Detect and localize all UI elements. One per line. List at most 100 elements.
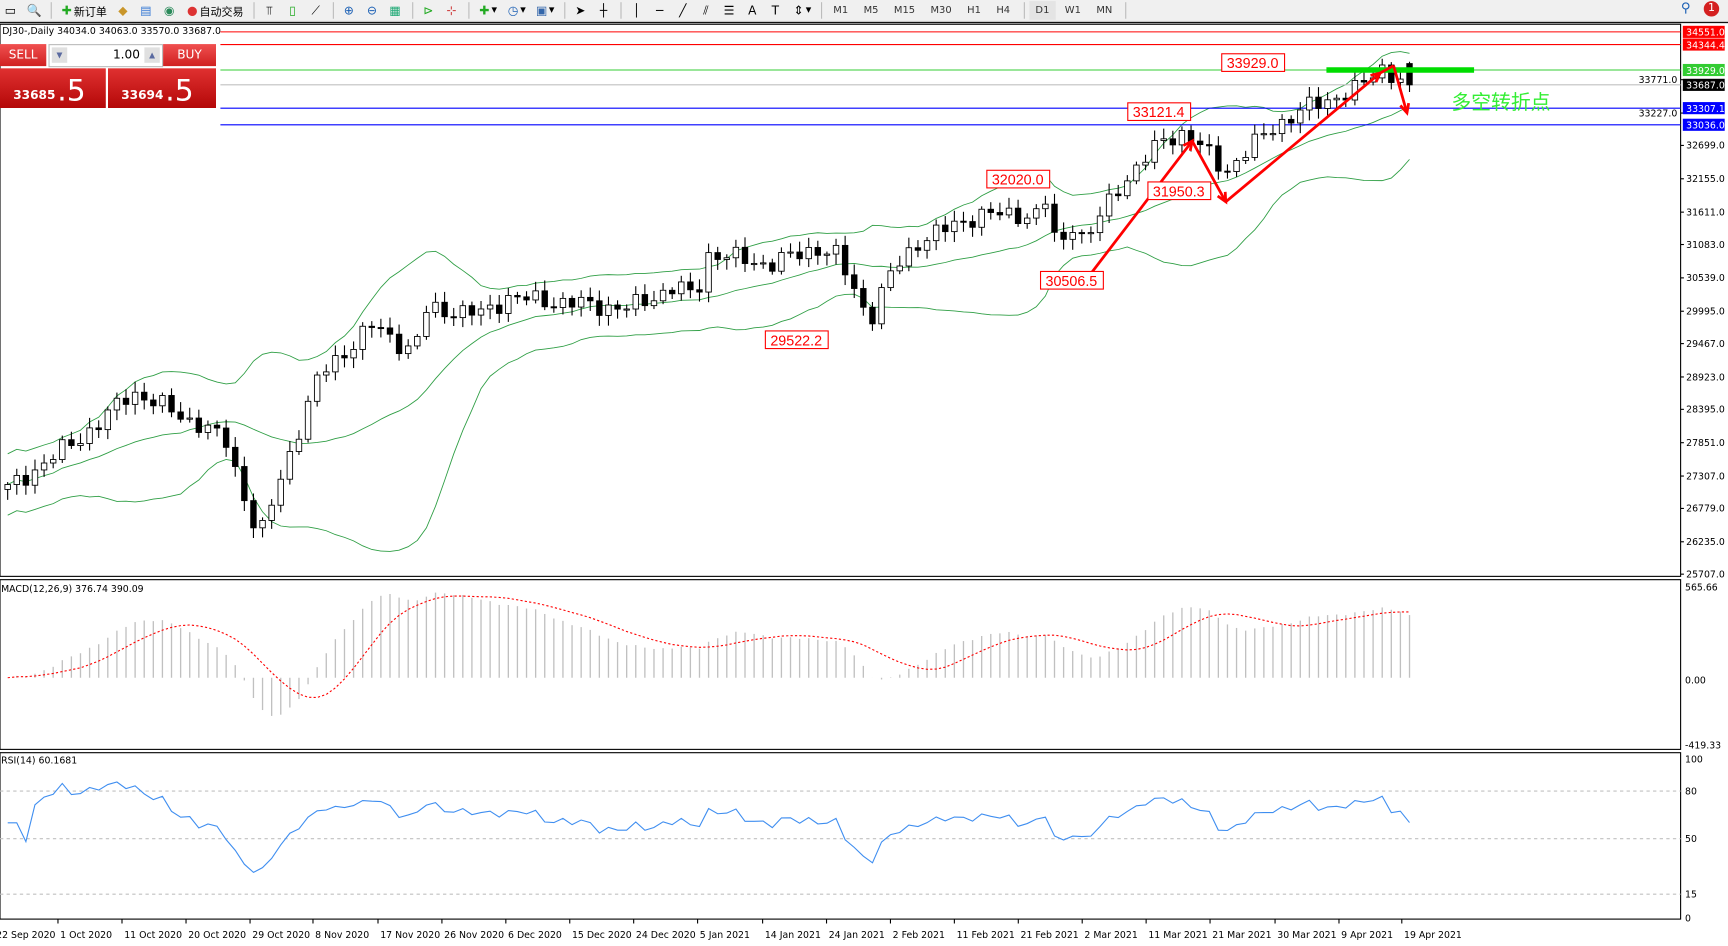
price-level-label: 33036.0 <box>1686 121 1725 132</box>
timeframe-m15[interactable]: M15 <box>893 4 916 16</box>
candle-body <box>1115 193 1122 197</box>
candle-body <box>914 247 922 251</box>
buy-button[interactable]: BUY <box>163 44 216 67</box>
candle-body <box>1242 157 1249 161</box>
candle-body <box>141 391 148 401</box>
text-button[interactable]: A <box>742 1 763 20</box>
notification-badge[interactable]: 1 <box>1703 1 1720 17</box>
candle-body <box>559 297 567 308</box>
lot-decrease-button[interactable]: ▼ <box>51 47 68 63</box>
signals-button[interactable]: ◉ <box>159 1 180 20</box>
candle-body <box>1206 144 1213 147</box>
candle-body <box>905 247 913 267</box>
candle-body <box>1060 231 1067 240</box>
timeframe-h4[interactable]: H4 <box>996 4 1011 16</box>
buy-price-button[interactable]: 33694 .5 <box>107 68 216 108</box>
arrows-button[interactable]: ⇕ ▾ <box>788 1 814 20</box>
price-annotation: 33929.0 <box>1227 56 1279 72</box>
price-tick-label: 26779.0 <box>1686 504 1725 515</box>
rsi-tick-label: 0 <box>1685 913 1691 924</box>
auto-trading-button[interactable]: ● 自动交易 <box>182 1 247 20</box>
candlestick-button[interactable]: ▯ <box>282 1 303 20</box>
price-level-label: 34551.0 <box>1686 28 1725 39</box>
candle-body <box>832 244 840 255</box>
candle-body <box>532 290 539 301</box>
candle-body <box>1224 170 1231 173</box>
timeframe-w1[interactable]: W1 <box>1064 4 1081 16</box>
candle-body <box>1306 96 1313 111</box>
price-plot: 多空转折点 33929.0 33121.4 32020.0 31950.3 30506.5… <box>4 31 1681 552</box>
profiles-button[interactable]: ▭ <box>0 1 21 20</box>
price-level-label: 33687.0 <box>1686 81 1725 92</box>
zoom-out-button[interactable]: ⊖ <box>361 1 382 20</box>
timeframe-m30[interactable]: M30 <box>930 4 952 16</box>
timeframe-m5[interactable]: M5 <box>863 4 879 16</box>
crosshair-button[interactable]: ┼ <box>593 1 614 20</box>
new-order-button[interactable]: ✚ 新订单 <box>56 1 110 20</box>
candle-body <box>1178 130 1186 146</box>
periods-button[interactable]: ◷ ▾ <box>507 3 526 18</box>
candle-body <box>104 409 111 431</box>
timeframe-h1[interactable]: H1 <box>967 4 981 16</box>
zoom-in-button[interactable]: ⊕ <box>338 1 359 20</box>
candle-body <box>805 247 812 260</box>
timeframe-mn[interactable]: MN <box>1096 4 1113 16</box>
price-annotation-box <box>986 169 1051 189</box>
candle-body <box>814 247 822 256</box>
separator <box>332 2 334 19</box>
search-icon[interactable]: ⚲ <box>1680 0 1691 16</box>
fibonacci-button[interactable]: ☰ <box>719 1 740 20</box>
date-tick-label: 21 Mar 2021 <box>1212 930 1271 941</box>
data-window-button[interactable]: ▤ <box>136 1 157 20</box>
candle-body <box>1269 133 1277 136</box>
auto-scroll-button[interactable]: ⊳ <box>418 1 439 20</box>
vertical-line-button[interactable]: │ <box>626 1 647 20</box>
date-tick-label: 21 Feb 2021 <box>1020 930 1078 941</box>
chart-header: DJ30-,Daily 34034.0 34063.0 33570.0 3368… <box>2 26 222 38</box>
candle-body <box>77 443 84 446</box>
price-annotation-box <box>1147 181 1212 201</box>
templates-button[interactable]: ▣ ▾ <box>535 3 555 18</box>
candle-body <box>769 262 776 272</box>
candle-body <box>896 265 903 272</box>
channel-button[interactable]: ⫽ <box>695 1 716 20</box>
candle-body <box>659 289 667 302</box>
tile-windows-button[interactable]: ▦ <box>385 1 406 20</box>
date-tick-label: 9 Apr 2021 <box>1341 930 1393 941</box>
macd-tick-label: -419.33 <box>1685 740 1721 751</box>
timeframe-d1[interactable]: D1 <box>1028 1 1056 20</box>
separator <box>620 2 622 19</box>
text-label-button[interactable]: T <box>765 1 786 20</box>
navigator-button[interactable]: 🔍 <box>23 1 44 20</box>
candle-body <box>1133 164 1140 182</box>
template-icon: ▣ <box>535 3 548 18</box>
sell-price-button[interactable]: 33685 .5 <box>0 68 106 108</box>
date-tick-label: 11 Feb 2021 <box>957 930 1015 941</box>
lot-size-field[interactable]: ▼ 1.00 ▲ <box>48 44 164 68</box>
indicators-button[interactable]: ✚ ▾ <box>474 1 500 20</box>
lot-increase-button[interactable]: ▲ <box>144 47 160 63</box>
cursor-button[interactable]: ➤ <box>570 1 591 20</box>
candle-body <box>150 399 157 407</box>
trendline-button[interactable]: ╱ <box>672 1 693 20</box>
candle-body <box>778 252 785 272</box>
separator <box>468 2 470 19</box>
lot-size-value[interactable]: 1.00 <box>112 47 140 62</box>
market-watch-button[interactable]: ◆ <box>112 1 133 20</box>
line-chart-button[interactable]: ⟋ <box>305 1 326 20</box>
chart-shift-button[interactable]: ⊹ <box>441 1 462 20</box>
sell-button[interactable]: SELL <box>0 44 47 67</box>
price-level-tag <box>1682 118 1725 131</box>
candle-body <box>1315 96 1322 109</box>
timeframe-m1[interactable]: M1 <box>833 4 849 16</box>
price-annotation: 30506.5 <box>1046 274 1098 290</box>
horizontal-line-button[interactable]: ─ <box>649 1 670 20</box>
candle-body <box>277 478 284 506</box>
arrows-icon: ⇕ <box>793 3 804 18</box>
candle-body <box>1169 138 1177 146</box>
price-tick-label: 26235.0 <box>1686 537 1725 548</box>
signal-icon: ◉ <box>163 3 175 18</box>
bar-chart-button[interactable]: ⫪ <box>259 1 280 20</box>
candle-body <box>477 308 485 316</box>
